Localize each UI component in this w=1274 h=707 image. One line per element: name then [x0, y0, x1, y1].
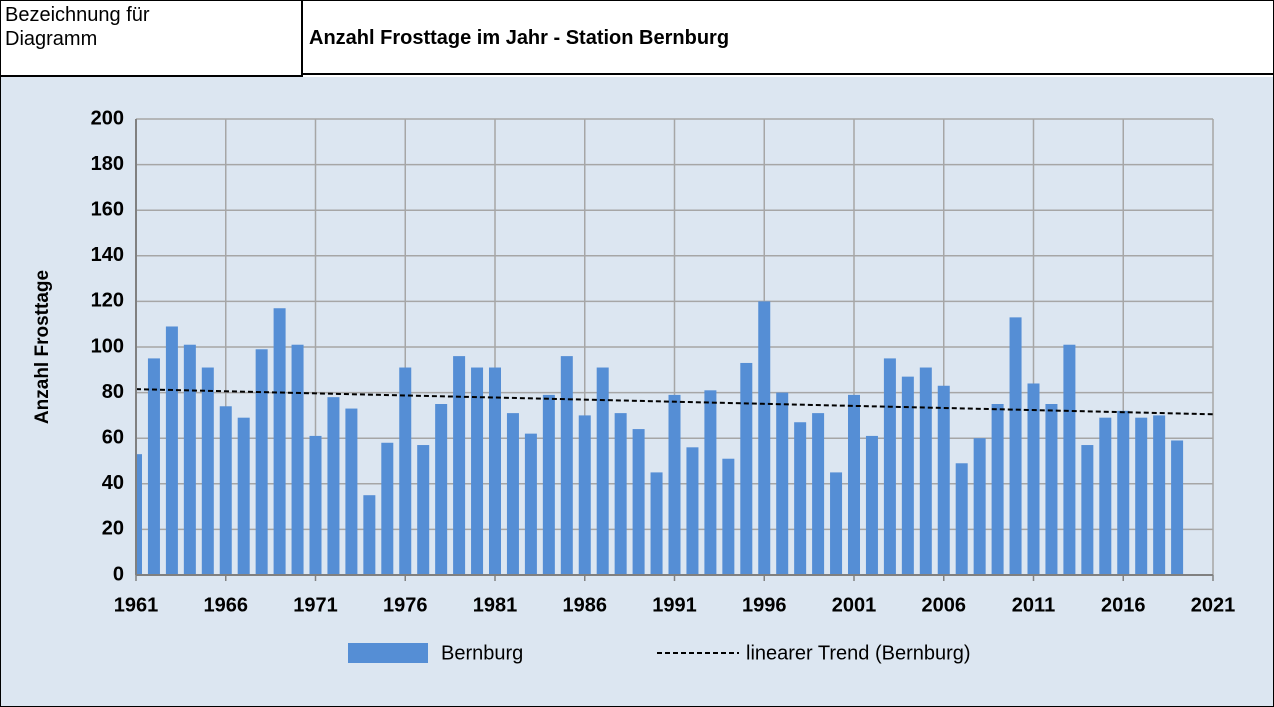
bar — [183, 344, 196, 575]
y-axis-label: Anzahl Frosttage — [32, 270, 53, 424]
bar — [399, 367, 412, 575]
y-tick-label: 160 — [91, 198, 124, 220]
bar — [883, 358, 896, 575]
bar — [865, 435, 878, 575]
legend-label: Bernburg — [441, 642, 523, 664]
bar — [417, 445, 430, 575]
bar — [1045, 404, 1058, 575]
bar — [219, 406, 232, 575]
y-tick-label: 40 — [102, 472, 124, 494]
x-tick-label: 2016 — [1101, 594, 1146, 616]
bar — [1117, 410, 1130, 575]
bar — [435, 404, 448, 575]
bar — [524, 433, 537, 575]
x-tick-label: 1966 — [204, 594, 249, 616]
bar — [471, 367, 484, 575]
x-tick-label: 1986 — [563, 594, 608, 616]
chart: Anzahl Frosttage 0 20 40 60 80 100 120 140 160 18… — [1, 77, 1273, 706]
y-tick-label: 100 — [91, 335, 124, 357]
bar — [1099, 417, 1112, 575]
bar — [345, 408, 358, 575]
x-tick-label: 1961 — [114, 594, 159, 616]
x-tick-label: 1971 — [293, 594, 338, 616]
bar — [273, 308, 286, 575]
y-tick-label: 60 — [102, 426, 124, 448]
bar — [614, 413, 627, 575]
bar — [650, 472, 663, 575]
bar — [740, 362, 753, 575]
y-tick-label: 140 — [91, 244, 124, 266]
bar — [830, 472, 843, 575]
bar — [1171, 440, 1184, 575]
bar — [147, 358, 160, 575]
bar — [632, 429, 645, 575]
bar — [255, 349, 268, 575]
bar — [1063, 344, 1076, 575]
bar — [1027, 383, 1040, 575]
bar — [991, 404, 1004, 575]
bar — [776, 392, 789, 575]
legend-label: linearer Trend (Bernburg) — [746, 642, 971, 664]
bar — [973, 438, 986, 575]
bar — [848, 394, 860, 575]
bar — [327, 397, 340, 575]
trend-line — [135, 388, 1214, 416]
x-tick-label: 1991 — [652, 594, 697, 616]
legend-swatch — [348, 643, 428, 663]
bar — [309, 435, 322, 575]
bar — [704, 390, 717, 575]
bar — [901, 376, 914, 575]
bar — [381, 442, 394, 575]
bar — [686, 447, 699, 575]
bar — [1081, 445, 1094, 575]
chart-title: Anzahl Frosttage im Jahr - Station Bernb… — [301, 1, 1273, 75]
bar — [758, 301, 771, 575]
bar — [812, 413, 825, 575]
bar — [506, 413, 519, 575]
bar — [937, 385, 950, 575]
header-label: Bezeichnung für Diagramm — [5, 4, 150, 50]
bar — [668, 394, 681, 575]
bar — [237, 417, 250, 575]
bar — [453, 356, 466, 575]
bar — [1153, 415, 1166, 575]
y-tick-label: 180 — [91, 153, 124, 175]
bar — [165, 326, 178, 575]
y-tick-label: 200 — [91, 107, 124, 129]
bar — [596, 367, 609, 575]
bar — [201, 367, 214, 575]
y-tick-label: 120 — [91, 290, 124, 312]
bar — [489, 367, 501, 575]
bar — [794, 422, 807, 575]
x-tick-label: 1981 — [473, 594, 518, 616]
bar — [542, 394, 555, 575]
x-tick-label: 2021 — [1191, 594, 1236, 616]
bar — [560, 356, 573, 575]
x-tick-label: 2011 — [1012, 594, 1055, 616]
x-tick-label: 2001 — [832, 594, 877, 616]
bar — [919, 367, 932, 575]
bar — [955, 463, 968, 575]
bar — [578, 415, 591, 575]
plot-area — [136, 301, 1184, 575]
bar — [363, 495, 376, 575]
y-tick-label: 20 — [102, 518, 124, 540]
y-tick-label: 0 — [113, 563, 124, 585]
bar — [1135, 417, 1148, 575]
y-tick-label: 80 — [102, 381, 124, 403]
header-cell: Bezeichnung für Diagramm — [1, 1, 303, 77]
x-tick-label: 2006 — [922, 594, 967, 616]
bar — [722, 458, 735, 575]
x-tick-label: 1996 — [742, 594, 787, 616]
bar — [1009, 317, 1022, 575]
x-tick-label: 1976 — [383, 594, 428, 616]
bar — [291, 344, 304, 575]
bar — [136, 454, 142, 575]
